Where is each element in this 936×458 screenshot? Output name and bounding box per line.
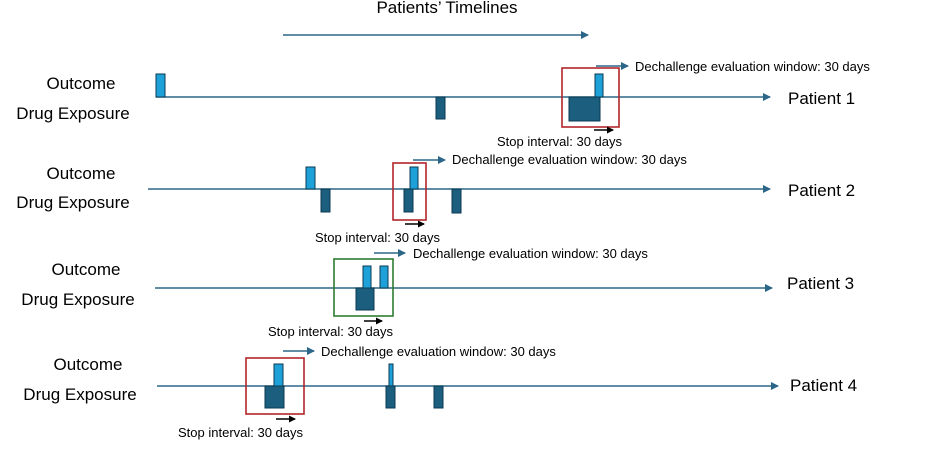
drug-exposure-event xyxy=(568,96,601,122)
drug-exposure-event xyxy=(385,385,396,409)
drug-exposure-event xyxy=(435,96,446,120)
patient-2-row: Outcome Drug Exposure Patient 2 Dechalle… xyxy=(16,152,855,245)
dechallenge-label: Dechallenge evaluation window: 30 days xyxy=(413,246,648,261)
patient-label: Patient 3 xyxy=(787,274,854,293)
outcome-label: Outcome xyxy=(54,355,123,374)
drug-exposure-event xyxy=(264,385,285,409)
highlight-box-red xyxy=(561,67,620,128)
outcome-event xyxy=(594,73,604,98)
outcome-event xyxy=(379,265,389,289)
stop-interval-label: Stop interval: 30 days xyxy=(497,134,623,149)
drug-exposure-event xyxy=(320,188,331,213)
drug-exposure-event xyxy=(355,287,375,311)
dechallenge-label: Dechallenge evaluation window: 30 days xyxy=(635,59,870,74)
dechallenge-label: Dechallenge evaluation window: 30 days xyxy=(321,344,556,359)
drug-exposure-label: Drug Exposure xyxy=(16,104,129,123)
highlight-box-red xyxy=(245,357,305,415)
patient-4-row: Outcome Drug Exposure Patient 4 Dechalle… xyxy=(23,344,857,440)
highlight-box-green xyxy=(333,258,394,317)
dechallenge-label: Dechallenge evaluation window: 30 days xyxy=(452,152,687,167)
drug-exposure-event xyxy=(403,188,414,213)
outcome-label: Outcome xyxy=(52,260,121,279)
outcome-event xyxy=(388,363,394,387)
outcome-event xyxy=(155,73,166,98)
outcome-event xyxy=(409,166,419,190)
patient-1-row: Outcome Drug Exposure Patient 1 Dechalle… xyxy=(16,59,870,149)
stop-interval-label: Stop interval: 30 days xyxy=(315,230,441,245)
patient-label: Patient 1 xyxy=(788,89,855,108)
stop-interval-label: Stop interval: 30 days xyxy=(178,425,304,440)
outcome-event xyxy=(273,363,284,387)
stop-interval-label: Stop interval: 30 days xyxy=(268,324,394,339)
patient-label: Patient 4 xyxy=(790,376,857,395)
drug-exposure-event xyxy=(433,385,444,409)
highlight-box-red xyxy=(392,162,427,221)
patient-label: Patient 2 xyxy=(788,181,855,200)
outcome-label: Outcome xyxy=(47,74,116,93)
patient-3-row: Outcome Drug Exposure Patient 3 Dechalle… xyxy=(21,246,854,339)
outcome-event xyxy=(362,265,372,289)
outcome-label: Outcome xyxy=(47,164,116,183)
drug-exposure-label: Drug Exposure xyxy=(21,290,134,309)
outcome-event xyxy=(305,166,316,190)
drug-exposure-label: Drug Exposure xyxy=(23,385,136,404)
diagram-title: Patients’ Timelines xyxy=(376,0,517,17)
drug-exposure-label: Drug Exposure xyxy=(16,193,129,212)
drug-exposure-event xyxy=(451,188,462,214)
